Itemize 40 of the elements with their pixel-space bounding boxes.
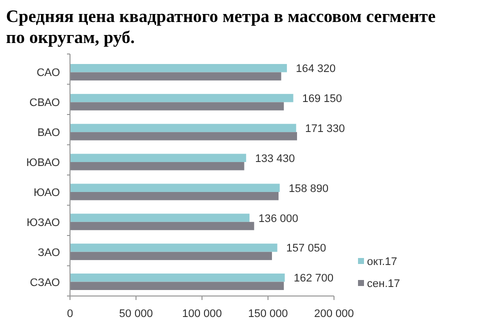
data-label: 164 320 [296,63,336,76]
bar [70,94,294,102]
data-label: 157 050 [286,242,326,255]
data-label: 162 700 [294,272,334,285]
x-tick-label: 0 [66,308,74,320]
data-label: 136 000 [258,212,298,225]
bar [70,282,284,290]
y-tick-label: ЮАО [34,186,60,199]
legend-label: окт.17 [367,256,398,268]
bar [70,154,246,162]
bar [70,184,280,192]
y-tick-label: САО [36,67,60,80]
bar [70,244,278,252]
bar [70,214,250,222]
x-tick-label: 100 000 [182,308,222,320]
y-tick-label: ЮЗАО [26,216,60,229]
y-tick-label: ЮВАО [26,157,60,170]
bar [70,192,279,200]
y-tick-label: ВАО [37,127,60,140]
y-tick-label: СЗАО [30,276,60,289]
legend-label: сен.17 [367,278,400,290]
x-tick-label: 150 000 [248,308,288,320]
chart-title: Средняя цена квадратного метра в массовом сегменте по округам, руб. [6,6,436,47]
data-label: 169 150 [302,93,342,106]
bar [70,64,287,72]
bar [70,274,285,282]
y-tick-label: СВАО [29,97,60,110]
bar [70,72,282,80]
data-label: 133 430 [255,152,295,165]
x-tick-label: 200 000 [314,308,354,320]
data-label: 158 890 [288,182,328,195]
bar [70,252,272,260]
bar [70,102,284,110]
x-tick-label: 50 000 [119,308,153,320]
bar [70,132,298,140]
data-label: 171 330 [305,122,345,135]
bar [70,124,296,132]
y-tick-label: ЗАО [38,246,60,259]
bar [70,162,244,170]
bar [70,222,254,230]
